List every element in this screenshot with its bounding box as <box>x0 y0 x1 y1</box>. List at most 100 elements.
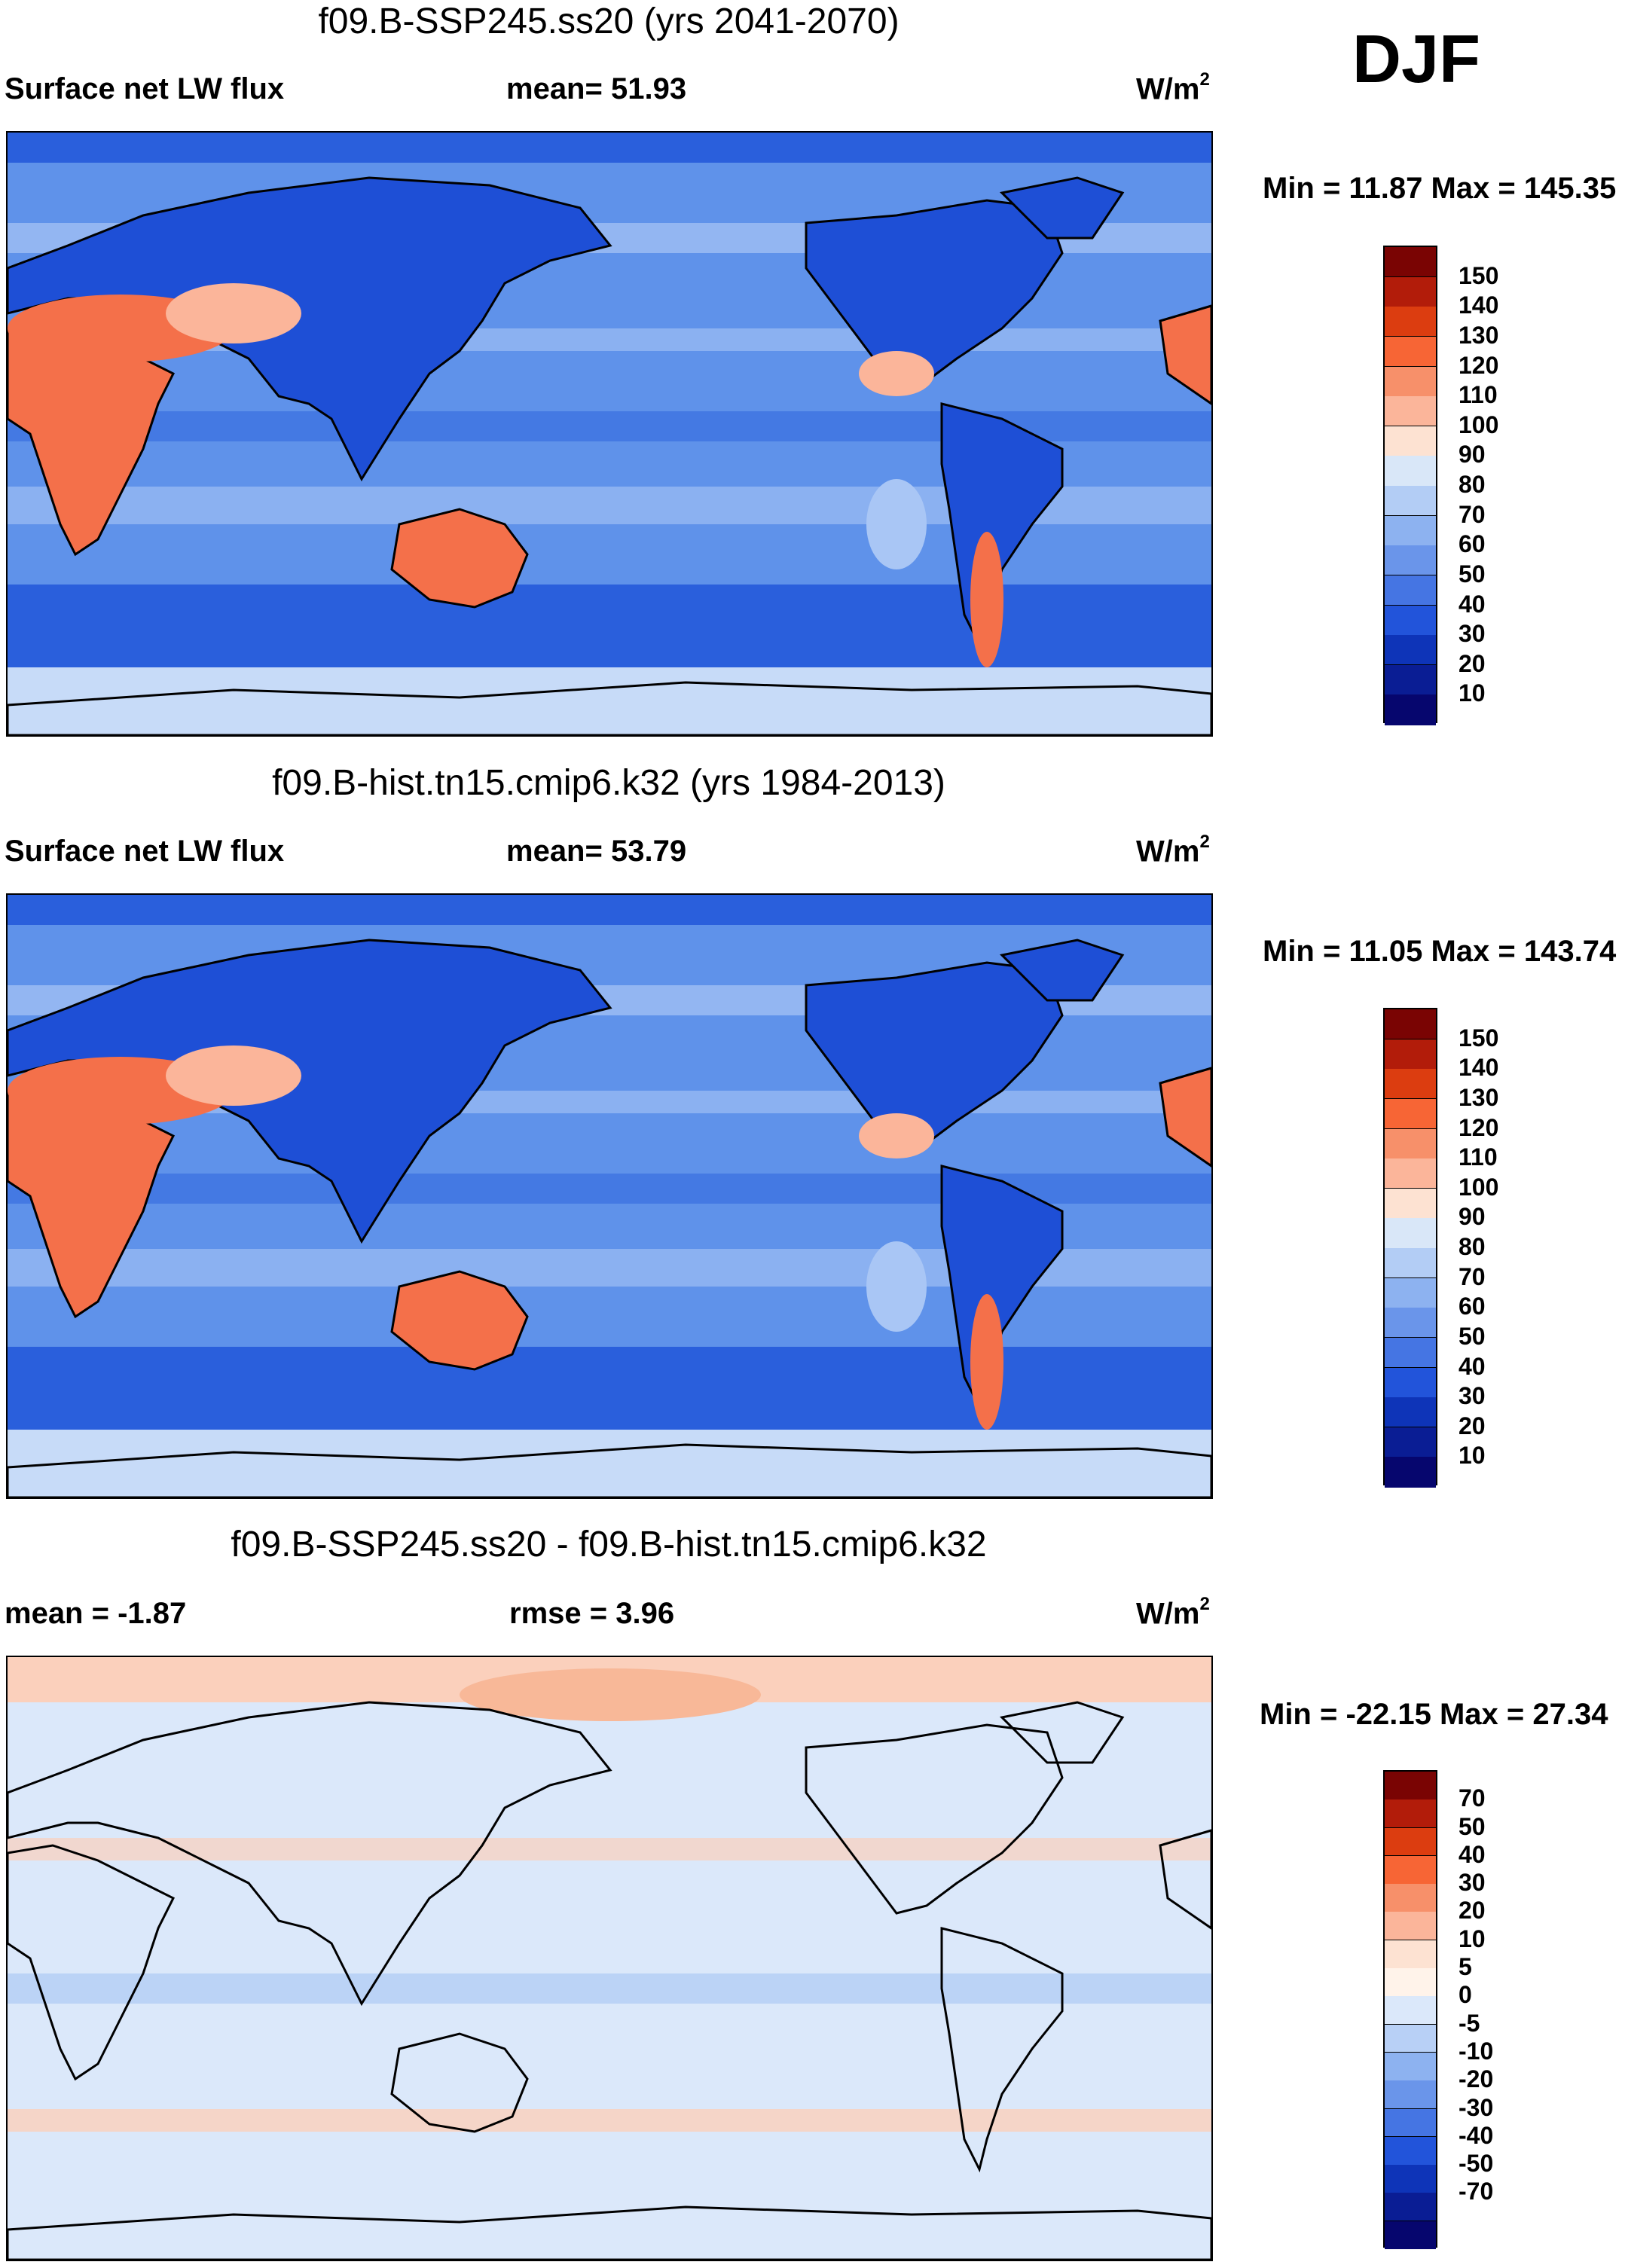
colorbar-swatch <box>1385 1772 1436 1800</box>
southern-warm-band <box>8 2109 1211 2132</box>
panel-title-difference: f09.B-SSP245.ss20 - f09.B-hist.tn15.cmip… <box>231 1525 987 1564</box>
colorbar-box <box>1383 246 1437 725</box>
colorbar-swatch <box>1385 1009 1436 1040</box>
colorbar-swatch <box>1385 1069 1436 1100</box>
colorbar-tick-label: 130 <box>1459 321 1499 349</box>
colorbar-swatch <box>1385 1248 1436 1279</box>
colorbar-tick-label: 50 <box>1459 1812 1486 1840</box>
colorbar-swatch <box>1385 2165 1436 2193</box>
continent-west-africa-edge <box>1159 1067 1211 1168</box>
colorbar-box <box>1383 1008 1437 1488</box>
colorbar-swatch <box>1385 486 1436 517</box>
colorbar-tick-label: 80 <box>1459 471 1486 498</box>
colorbar-tick-label: -70 <box>1459 2178 1494 2205</box>
colorbar-swatch <box>1385 1188 1436 1219</box>
colorbar-swatch <box>1385 1158 1436 1189</box>
colorbar-tick-label: -50 <box>1459 2150 1494 2178</box>
colorbar-swatch <box>1385 1827 1436 1857</box>
colorbar-swatch <box>1385 605 1436 636</box>
colorbar-swatch <box>1385 1308 1436 1339</box>
map-svg-future <box>8 133 1211 735</box>
colorbar-tick-label: 50 <box>1459 560 1486 588</box>
minmax-label-historical: Min = 11.05 Max = 143.74 <box>1263 935 1617 968</box>
colorbar-swatch <box>1385 575 1436 606</box>
coastline-greenland <box>999 1701 1125 1764</box>
colorbar-swatch <box>1385 1799 1436 1829</box>
variable-label-historical: Surface net LW flux <box>5 835 285 868</box>
colorbar-tick-label: 40 <box>1459 590 1486 618</box>
mexico-warm-zone <box>859 1113 934 1158</box>
coastline-australia <box>390 2032 529 2133</box>
colorbar-tick-label: 150 <box>1459 261 1499 289</box>
colorbar-tick-label: 30 <box>1459 1869 1486 1897</box>
continent-north-america <box>805 199 1064 390</box>
colorbar-swatch <box>1385 2080 1436 2110</box>
map-svg-difference <box>8 1657 1211 2260</box>
colorbar-tick-label: -5 <box>1459 2009 1480 2037</box>
colorbar-tick-label: 140 <box>1459 292 1499 319</box>
colorbar-tick-label: 70 <box>1459 1262 1486 1290</box>
mean-label-historical: mean= 53.79 <box>506 835 687 868</box>
mexico-warm-zone <box>859 351 934 396</box>
continent-north-america <box>805 961 1064 1152</box>
arctic-warm-core <box>460 1668 761 1721</box>
colorbar-swatch <box>1385 1397 1436 1428</box>
colorbar-swatch <box>1385 276 1436 307</box>
colorbar-swatch <box>1385 2136 1436 2166</box>
colorbar-swatch <box>1385 664 1436 695</box>
colorbar-tick-label: 50 <box>1459 1322 1486 1350</box>
colorbar-tick-label: 100 <box>1459 411 1499 438</box>
colorbar-swatch <box>1385 366 1436 397</box>
colorbar-tick-label: -10 <box>1459 2037 1494 2065</box>
continent-australia <box>390 1270 529 1371</box>
colorbar-tick-label: 40 <box>1459 1352 1486 1380</box>
coastline-south-america <box>940 1927 1064 2173</box>
arabia-warm-zone <box>166 1045 301 1106</box>
colorbar-tick-label: 60 <box>1459 530 1486 558</box>
southern-ocean-band <box>8 1347 1211 1430</box>
colorbar-tick-label: 20 <box>1459 649 1486 677</box>
colorbar-tick-label: 40 <box>1459 1840 1486 1868</box>
tropical-cool-band <box>8 1973 1211 2004</box>
colorbar-swatch <box>1385 2052 1436 2081</box>
colorbar-tick-label: 30 <box>1459 620 1486 648</box>
colorbar-swatch <box>1385 456 1436 487</box>
colorbar-swatch <box>1385 1337 1436 1368</box>
map-svg-historical <box>8 895 1211 1497</box>
rmse-label-difference: rmse = 3.96 <box>509 1597 675 1630</box>
colorbar-swatch <box>1385 515 1436 546</box>
colorbar-tick-label: 90 <box>1459 441 1486 469</box>
colorbar-swatch <box>1385 1367 1436 1398</box>
continent-antarctica <box>8 681 1211 735</box>
colorbar-tick-label: 130 <box>1459 1083 1499 1111</box>
colorbar-tick-label: -30 <box>1459 2093 1494 2121</box>
colorbar-swatch <box>1385 2221 1436 2250</box>
arctic-band <box>8 895 1211 925</box>
colorbar-tick-label: -40 <box>1459 2121 1494 2149</box>
units-text: W/m <box>1136 1597 1200 1631</box>
mean-label-future: mean= 51.93 <box>506 72 687 105</box>
colorbar-tick-label: 80 <box>1459 1233 1486 1260</box>
panel-title-historical: f09.B-hist.tn15.cmip6.k32 (yrs 1984-2013… <box>272 763 945 803</box>
coastline-eurasia <box>8 1701 612 2007</box>
colorbar-tick-label: 100 <box>1459 1173 1499 1201</box>
continent-west-africa-edge <box>1159 304 1211 405</box>
colorbar-swatch <box>1385 2108 1436 2138</box>
colorbar-swatch <box>1385 1128 1436 1159</box>
colorbar-tick-label: -20 <box>1459 2065 1494 2093</box>
colorbar-tick-label: 110 <box>1459 1143 1498 1171</box>
minmax-label-difference: Min = -22.15 Max = 27.34 <box>1260 1698 1608 1731</box>
map-historical <box>6 893 1213 1499</box>
colorbar-tick-label: 60 <box>1459 1293 1486 1320</box>
colorbar-tick-label: 120 <box>1459 351 1499 379</box>
mean-label-difference: mean = -1.87 <box>5 1597 187 1630</box>
variable-label-future: Surface net LW flux <box>5 72 285 105</box>
ocean-background <box>8 1657 1211 2260</box>
colorbar-swatch <box>1385 545 1436 576</box>
colorbar-swatch <box>1385 426 1436 456</box>
colorbar-swatch <box>1385 307 1436 337</box>
coastline-west-africa-edge <box>1159 1829 1211 1930</box>
colorbar-swatch <box>1385 1912 1436 1941</box>
colorbar-tick-label: 10 <box>1459 1925 1486 1952</box>
colorbar-swatch <box>1385 1884 1436 1912</box>
